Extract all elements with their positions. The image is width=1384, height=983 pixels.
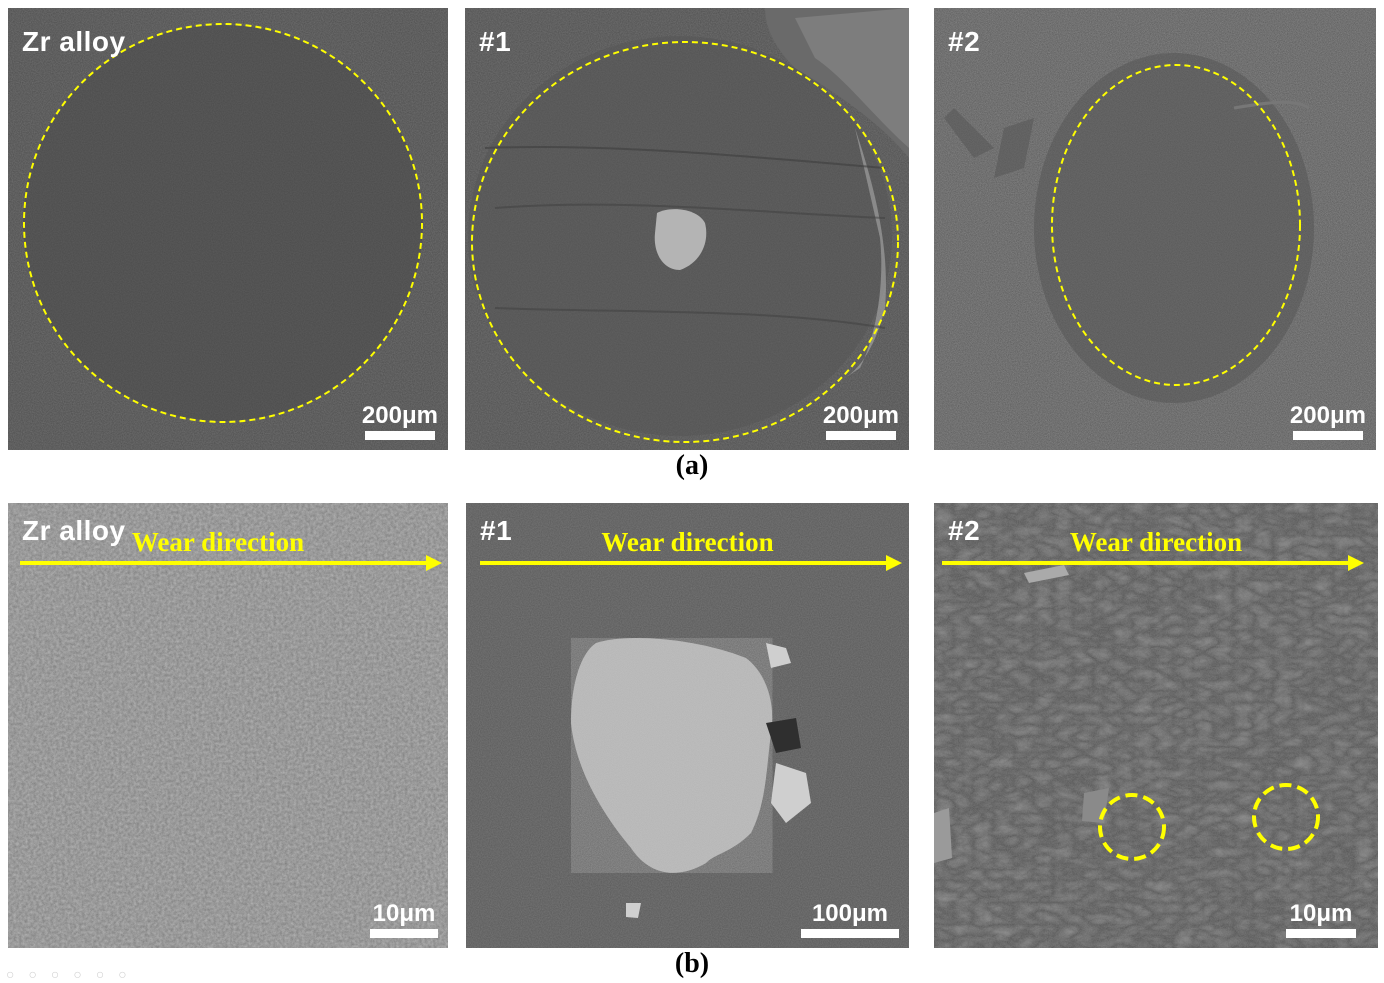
arrow-right-icon (942, 555, 1364, 571)
wear-direction-label: Wear direction (601, 527, 774, 557)
panel-label: #2 (948, 26, 981, 57)
scale-bar-line (1292, 431, 1363, 440)
scale-bar-label: 200μm (1289, 402, 1366, 429)
scale-bar-line (825, 431, 896, 440)
wear-scar-outline (1051, 64, 1301, 386)
wear-direction-label: Wear direction (131, 527, 305, 557)
arrow-right-icon (480, 555, 902, 571)
scale-bar-label: 200μm (361, 402, 438, 429)
panel-label: Zr alloy (22, 515, 126, 546)
sem-image (466, 503, 909, 948)
scale-bar-line (370, 929, 438, 938)
scale-bar-line (364, 431, 435, 440)
defect-highlight-circle (1252, 783, 1320, 851)
caption-a: (a) (675, 450, 709, 481)
ghost-icon: ○○○○○○ (6, 966, 141, 982)
wear-scar-outline (23, 23, 423, 423)
scale-bar-label: 100μm (811, 900, 889, 927)
sem-image (8, 503, 448, 948)
sem-image (934, 503, 1378, 948)
scale-bar: 10μm (1286, 902, 1356, 938)
wear-direction-indicator: Wear direction (8, 527, 448, 577)
sem-image (934, 8, 1376, 450)
sem-panel-b-zr-alloy: Zr alloy Wear direction 10μm (8, 503, 448, 948)
wear-direction-indicator: Wear direction (934, 527, 1378, 577)
sem-panel-a-1: #1 200μm (465, 8, 909, 450)
viewer-toolbar-ghost: ○○○○○○ (6, 966, 141, 983)
sem-panel-b-1: #1 Wear direction 100μm (466, 503, 909, 948)
wear-direction-indicator: Wear direction (466, 527, 909, 577)
caption-b: (b) (674, 948, 710, 979)
arrow-right-icon (20, 555, 442, 571)
sem-panel-a-zr-alloy: Zr alloy 200μm (8, 8, 448, 450)
scale-bar: 200μm (1290, 404, 1366, 440)
scale-bar: 200μm (823, 404, 899, 440)
wear-scar-outline (471, 41, 899, 443)
scale-bar: 100μm (801, 902, 899, 938)
sem-panel-b-2: #2 Wear direction 10μm (934, 503, 1378, 948)
scale-bar-line (801, 929, 899, 938)
scale-bar-label: 10μm (1289, 900, 1353, 927)
sem-image (465, 8, 909, 450)
panel-label: Zr alloy (22, 26, 126, 57)
scale-bar-line (1286, 929, 1356, 938)
wear-direction-label: Wear direction (1069, 527, 1243, 557)
defect-highlight-circle (1098, 793, 1166, 861)
sem-image (8, 8, 448, 450)
panel-label: #1 (480, 515, 513, 546)
scale-bar: 10μm (370, 902, 438, 938)
scale-bar-label: 200μm (822, 402, 899, 429)
scale-bar: 200μm (362, 404, 438, 440)
sem-panel-a-2: #2 200μm (934, 8, 1376, 450)
scale-bar-label: 10μm (372, 900, 436, 927)
panel-label: #2 (948, 515, 981, 546)
panel-label: #1 (479, 26, 512, 57)
